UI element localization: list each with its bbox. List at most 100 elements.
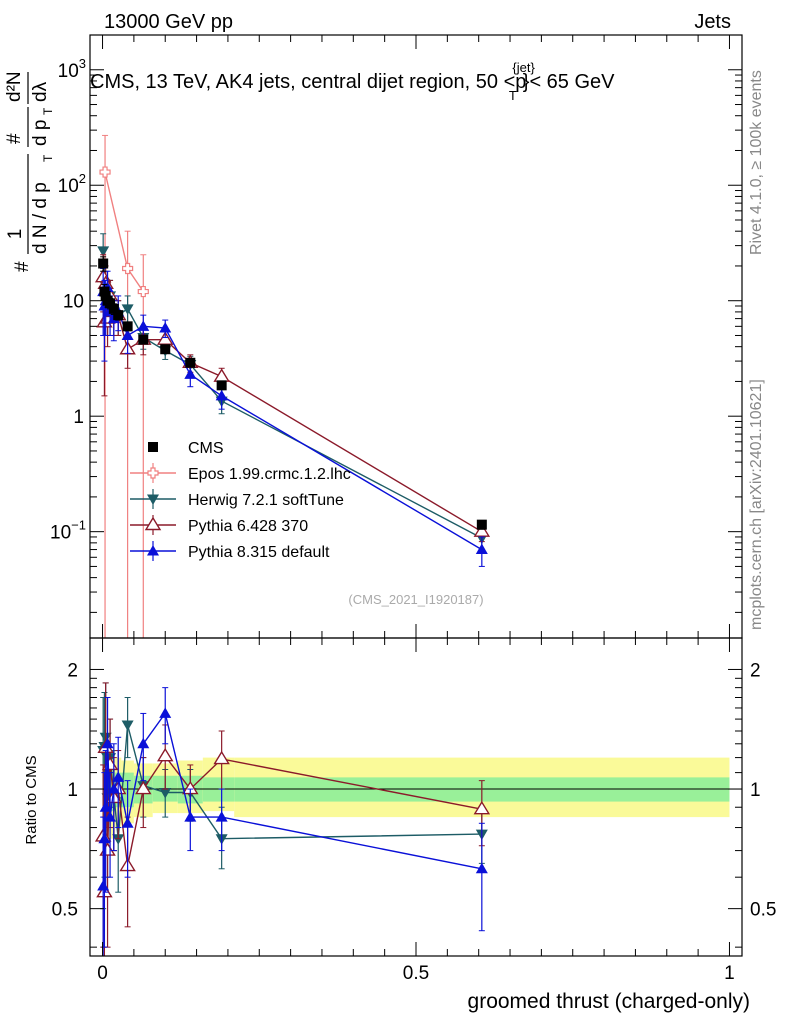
legend-marker xyxy=(147,494,159,505)
y-d2n: d²N xyxy=(4,71,25,102)
x-tick-label: 1 xyxy=(724,963,735,984)
site-label: mcplots.cern.ch [arXiv:2401.10621] xyxy=(748,379,765,630)
x-tick-label: 0.5 xyxy=(403,963,429,984)
cms-point xyxy=(185,357,196,368)
ratio-y-tick-label: 2 xyxy=(67,660,78,681)
pythia6-point xyxy=(213,368,230,382)
epos-line xyxy=(104,171,144,292)
herwig-point xyxy=(121,304,134,315)
legend-label: Pythia 8.315 default xyxy=(188,544,330,561)
series-epos xyxy=(99,134,149,639)
main-y-label: # 1 d N / d p T # d p T d²N dλ xyxy=(4,71,55,272)
cms-point xyxy=(160,344,171,355)
y-one: 1 xyxy=(5,229,26,240)
pythia8-ratio-point xyxy=(215,811,228,822)
pythia8-ratio-point xyxy=(121,817,134,828)
main-plot: 10−1 1 10 102 103 xyxy=(50,34,743,639)
pythia8-point xyxy=(159,322,172,333)
ratio-series-pythia8 xyxy=(97,687,488,957)
plot-title-sup: {jet} xyxy=(512,60,535,75)
pythia8-ratio-point xyxy=(112,771,125,782)
pythia6-point xyxy=(473,523,491,537)
pythia6-ratio-point xyxy=(473,800,491,815)
plot-title: CMS, 13 TeV, AK4 jets, central dijet reg… xyxy=(90,60,615,103)
pythia8-ratio-point xyxy=(184,811,197,822)
legend-entry-pythia6: Pythia 6.428 370 xyxy=(130,515,308,535)
ratio-y-tick-label-right: 0.5 xyxy=(750,900,776,921)
legend-marker xyxy=(148,442,158,452)
y-den: d N / d p xyxy=(30,182,51,254)
pythia8-point xyxy=(215,389,228,401)
cms-point xyxy=(138,334,149,345)
y-den-sub: T xyxy=(41,154,55,162)
legend-marker xyxy=(147,467,159,479)
legend: CMS Epos 1.99.crmc.1.2.lhc Herwig 7.2.1 so… xyxy=(130,440,351,561)
epos-point xyxy=(99,166,111,178)
pythia8-ratio-point xyxy=(104,811,117,822)
legend-entry-cms: CMS xyxy=(148,440,224,457)
y-tick-label: 102 xyxy=(58,171,86,197)
herwig-point xyxy=(97,246,110,257)
pythia8-ratio-point xyxy=(99,801,112,812)
pythia6-ratio-point xyxy=(135,780,152,795)
pythia8-ratio-point xyxy=(137,737,150,749)
plot-title-sub: T xyxy=(509,88,517,103)
ratio-series-layer xyxy=(94,682,491,957)
cms-point xyxy=(113,310,124,321)
y-tick-label: 1 xyxy=(73,407,84,428)
ratio-y-tick-label: 0.5 xyxy=(52,900,78,921)
x-tick-label: 0 xyxy=(97,963,108,984)
legend-label: Herwig 7.2.1 softTune xyxy=(188,492,344,509)
pythia8-ratio-point xyxy=(475,862,488,874)
x-axis-label: groomed thrust (charged-only) xyxy=(468,990,750,1013)
legend-entry-pythia8: Pythia 8.315 default xyxy=(130,541,330,561)
main-ticks: 10−1 1 10 102 103 xyxy=(50,34,742,638)
pythia6-ratio-point xyxy=(213,750,230,765)
pythia8-ratio-point xyxy=(101,737,114,749)
ratio-y-label: Ratio to CMS xyxy=(23,755,40,844)
epos-point xyxy=(122,262,134,275)
y-hash2: # xyxy=(4,133,25,144)
legend-entry-epos: Epos 1.99.crmc.1.2.lhc xyxy=(130,463,351,483)
plot-title-end: }< 65 GeV xyxy=(523,71,615,93)
y-num2-sub: T xyxy=(41,107,55,115)
jets-label: Jets xyxy=(694,11,731,33)
cms-point xyxy=(108,303,119,314)
ratio-y-tick-label-right: 2 xyxy=(750,660,761,681)
plot-title-main: CMS, 13 TeV, AK4 jets, central dijet reg… xyxy=(90,71,526,93)
ratio-y-tick-label-right: 1 xyxy=(750,780,761,801)
main-series-layer xyxy=(94,134,491,639)
legend-label: Epos 1.99.crmc.1.2.lhc xyxy=(188,466,351,483)
pythia8-ratio-point xyxy=(97,880,110,891)
cms-point xyxy=(122,321,133,332)
y-tick-label: 10−1 xyxy=(50,518,86,544)
y-tick-label: 10 xyxy=(63,292,84,313)
cms-point xyxy=(105,298,116,309)
legend-marker xyxy=(144,516,162,531)
cms-point xyxy=(216,380,227,391)
legend-marker xyxy=(147,545,159,556)
legend-entry-herwig: Herwig 7.2.1 softTune xyxy=(130,489,344,509)
herwig-ratio-point xyxy=(121,720,134,731)
pythia8-point xyxy=(121,329,134,340)
ratio-ticks: 0.5 0.5 1 1 2 2 0 0.5 1 xyxy=(52,638,776,984)
energy-label: 13000 GeV pp xyxy=(104,11,233,33)
pythia6-ratio-point xyxy=(156,747,174,762)
pythia6-point xyxy=(156,331,174,345)
y-num2: d p xyxy=(30,120,51,146)
ratio-y-tick-label: 1 xyxy=(67,780,78,801)
epos-point xyxy=(137,285,149,298)
pythia8-ratio-point xyxy=(159,707,172,718)
pythia8-ratio-point xyxy=(98,832,111,844)
y-dl: dλ xyxy=(30,81,51,102)
pythia8-ratio-point xyxy=(107,783,120,794)
cms-point xyxy=(98,258,109,269)
legend-label: Pythia 6.428 370 xyxy=(188,518,308,535)
analysis-label: (CMS_2021_I1920187) xyxy=(348,592,483,607)
herwig-ratio-point xyxy=(112,834,125,845)
pythia8-point xyxy=(184,368,197,379)
cms-point xyxy=(476,519,487,530)
herwig-ratio-point xyxy=(159,788,172,799)
y-hash: # xyxy=(12,261,33,272)
